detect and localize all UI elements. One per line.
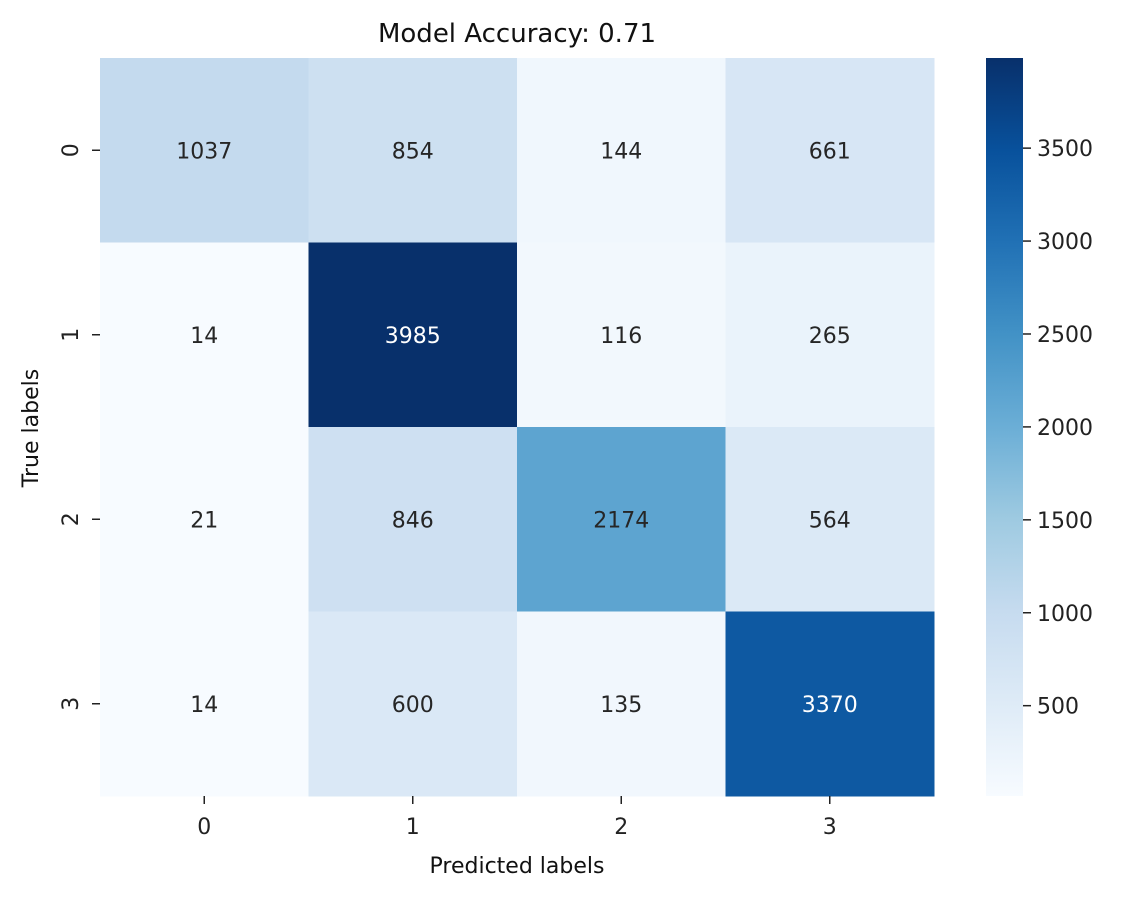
cell-value-label: 661 — [809, 139, 851, 164]
heatmap-cell — [100, 611, 309, 797]
heatmap-cell — [517, 58, 726, 243]
x-tick-label: 3 — [823, 815, 837, 840]
heatmap-cell — [308, 427, 518, 612]
cell-value-label: 1037 — [176, 139, 232, 164]
x-axis-ticks: 0 1 2 3 — [197, 796, 837, 840]
heatmap-cell — [725, 427, 935, 612]
y-tick-label: 1 — [59, 328, 84, 342]
y-tick-label: 2 — [59, 512, 84, 526]
colorbar-ticks: 500 1000 1500 2000 2500 3000 3500 — [1023, 137, 1093, 720]
x-axis-label: Predicted labels — [430, 854, 605, 879]
heatmap-cell — [100, 427, 309, 612]
heatmap-cell — [308, 58, 518, 243]
cell-value-label: 14 — [190, 693, 218, 718]
cell-value-label: 14 — [190, 324, 218, 349]
cell-value-label: 21 — [190, 508, 218, 533]
cell-value-label: 3985 — [385, 324, 441, 349]
colorbar-tick-label: 2000 — [1037, 416, 1093, 441]
heatmap-cell — [100, 58, 309, 243]
y-axis-label: True labels — [19, 369, 44, 488]
cell-value-label: 846 — [392, 508, 434, 533]
cell-value-label: 144 — [600, 139, 642, 164]
cell-value-label: 600 — [392, 693, 434, 718]
heatmap-cell — [725, 611, 935, 797]
x-tick-label: 2 — [614, 815, 628, 840]
heatmap-cells — [100, 58, 935, 797]
cell-value-label: 2174 — [593, 508, 649, 533]
colorbar-tick-label: 1000 — [1037, 602, 1093, 627]
heatmap-cell-labels: 1037 854 144 661 14 3985 116 265 21 846 2174 564 14 6… — [176, 139, 858, 718]
heatmap-cell — [725, 242, 935, 428]
heatmap-cell — [100, 242, 309, 428]
heatmap-cell — [308, 242, 518, 428]
y-tick-label: 3 — [59, 697, 84, 711]
cell-value-label: 564 — [809, 508, 851, 533]
heatmap-cell — [517, 611, 726, 797]
y-axis-ticks: 0 1 2 3 — [59, 143, 100, 711]
colorbar-tick-label: 3500 — [1037, 137, 1093, 162]
colorbar — [986, 58, 1023, 796]
y-tick-label: 0 — [59, 143, 84, 157]
colorbar-tick-label: 500 — [1037, 695, 1079, 720]
colorbar-tick-label: 2500 — [1037, 323, 1093, 348]
x-tick-label: 0 — [197, 815, 211, 840]
cell-value-label: 135 — [600, 693, 642, 718]
heatmap-cell — [517, 427, 726, 612]
cell-value-label: 854 — [392, 139, 434, 164]
heatmap-cell — [725, 58, 935, 243]
colorbar-tick-label: 1500 — [1037, 509, 1093, 534]
x-tick-label: 1 — [406, 815, 420, 840]
heatmap-cell — [517, 242, 726, 428]
cell-value-label: 265 — [809, 324, 851, 349]
cell-value-label: 3370 — [802, 693, 858, 718]
cell-value-label: 116 — [600, 324, 642, 349]
colorbar-tick-label: 3000 — [1037, 230, 1093, 255]
chart-title: Model Accuracy: 0.71 — [378, 19, 656, 49]
heatmap-cell — [308, 611, 518, 797]
